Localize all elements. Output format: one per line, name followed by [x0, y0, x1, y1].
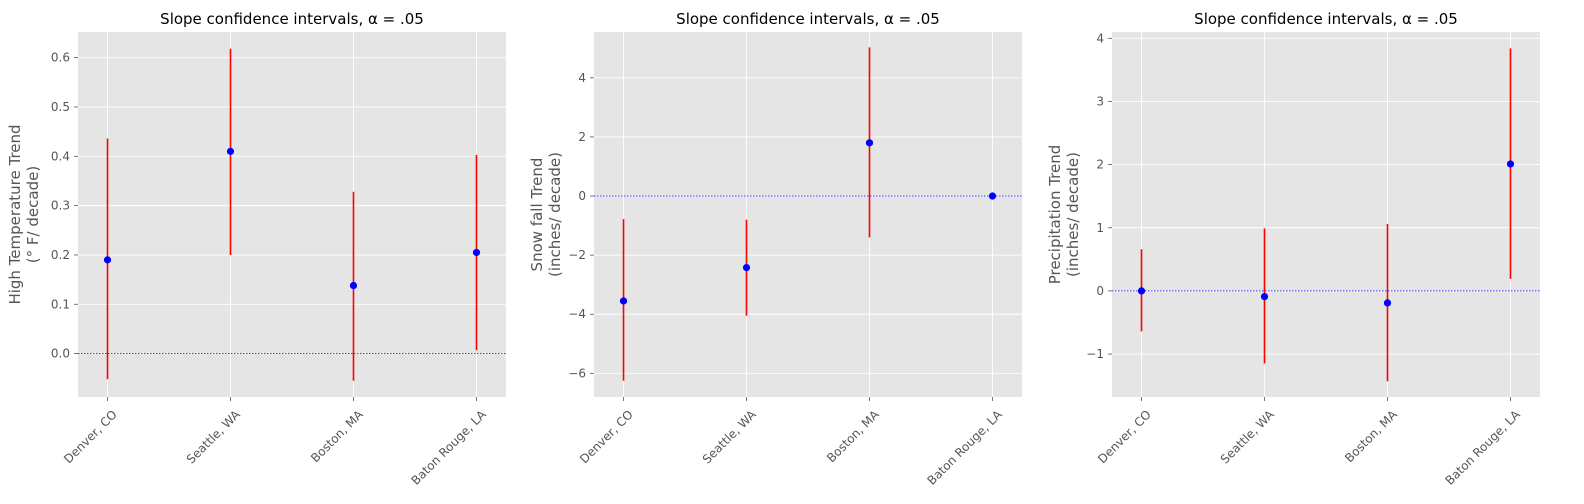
y-tick-label: 0.6 [51, 51, 70, 65]
chart-title: Slope confidence intervals, α = .05 [676, 10, 940, 28]
y-tick-label: 0 [1096, 284, 1104, 298]
x-tick-label: Denver, CO [61, 407, 120, 466]
y-tick-label: 0.0 [51, 347, 70, 361]
slope-estimate-point [472, 248, 481, 257]
x-tick-label: Seattle, WA [184, 407, 244, 467]
y-axis-label: Precipitation Trend(inches/ decade) [1046, 145, 1082, 285]
y-axis-label-line: Precipitation Trend [1046, 145, 1064, 285]
y-axis-label-line: (inches/ decade) [546, 152, 564, 277]
y-tick-label: 2 [578, 130, 586, 144]
chart-panel-1: 0.0 0.1 0.2 0.3 0.4 0.5 0.6 Denver, CO Seattle, … [6, 10, 506, 488]
y-tick-label: 1 [1096, 221, 1104, 235]
slope-estimate-point [742, 263, 751, 272]
y-tick-label: 0 [578, 189, 586, 203]
slope-estimate-point [1260, 292, 1269, 301]
slope-estimate-point [1137, 287, 1146, 295]
y-tick-label: 0.1 [51, 297, 70, 311]
x-tick-label: Baton Rouge, LA [408, 407, 489, 488]
x-tick-label: Boston, MA [824, 407, 882, 465]
y-tick-label: 3 [1096, 94, 1104, 108]
slope-estimate-point [226, 147, 235, 155]
y-axis-label-line: (inches/ decade) [1064, 152, 1082, 277]
slope-estimate-point [349, 281, 358, 290]
slope-estimate-point [103, 256, 112, 264]
y-axis-label: High Temperature Trend(° F/ decade) [6, 124, 42, 304]
x-tick-label: Boston, MA [308, 407, 366, 465]
x-tick-label: Seattle, WA [1218, 407, 1278, 467]
y-axis-label: Snow fall Trend(inches/ decade) [528, 152, 564, 277]
chart-panel-2: −6 −4 −2 0 2 4 Denver, CO Seattle, WA Boston, MA… [528, 10, 1022, 488]
x-tick-label: Boston, MA [1342, 407, 1400, 465]
x-tick-label: Denver, CO [577, 407, 636, 466]
y-tick-label: 4 [1096, 31, 1104, 45]
chart-panel-3: −1 0 1 2 3 4 Denver, CO Seattle, WA Boston, MA Ba… [1046, 10, 1540, 488]
y-axis-label-line: Snow fall Trend [528, 158, 546, 272]
plot-area [78, 32, 506, 397]
slope-estimate-point [1383, 299, 1392, 307]
slope-estimate-point [865, 139, 874, 147]
y-tick-label: 4 [578, 71, 586, 85]
slope-estimate-point [988, 192, 997, 200]
y-tick-label: 0.4 [51, 149, 70, 163]
y-tick-label: 0.3 [51, 199, 70, 213]
x-tick-label: Denver, CO [1095, 407, 1154, 466]
y-tick-label: −4 [568, 307, 586, 321]
x-tick-label: Baton Rouge, LA [1442, 407, 1523, 488]
y-tick-label: −6 [568, 366, 586, 380]
y-axis-label-line: (° F/ decade) [24, 166, 42, 263]
x-tick-label: Baton Rouge, LA [924, 407, 1005, 488]
plot-area [594, 32, 1022, 397]
slope-estimate-point [1506, 160, 1515, 168]
y-tick-label: −2 [568, 248, 586, 262]
slope-estimate-point [619, 297, 628, 305]
chart-title: Slope confidence intervals, α = .05 [160, 10, 424, 28]
plot-area [1112, 32, 1540, 397]
y-tick-label: 2 [1096, 158, 1104, 172]
y-axis-label-line: High Temperature Trend [6, 124, 24, 304]
y-tick-label: 0.2 [51, 248, 70, 262]
chart-title: Slope confidence intervals, α = .05 [1194, 10, 1458, 28]
x-tick-label: Seattle, WA [700, 407, 760, 467]
y-tick-label: 0.5 [51, 100, 70, 114]
y-tick-label: −1 [1086, 347, 1104, 361]
